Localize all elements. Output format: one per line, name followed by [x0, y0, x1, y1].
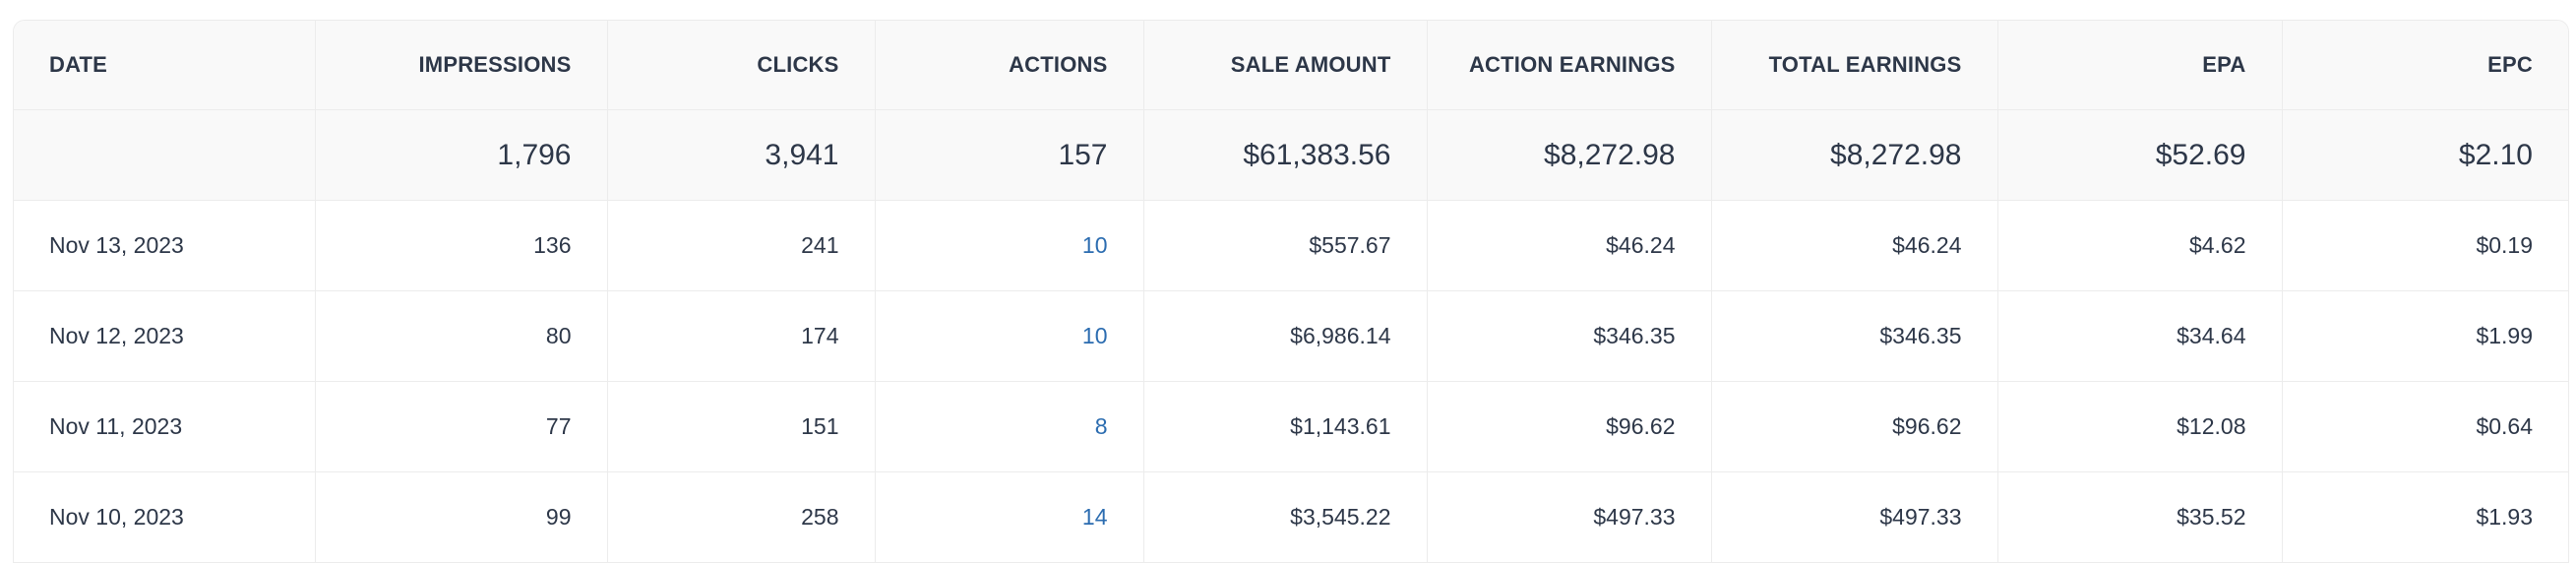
total-date — [14, 109, 316, 201]
table-row: Nov 10, 2023 99 258 14 $3,545.22 $497.33 $497.… — [14, 471, 2568, 563]
total-clicks: 3,941 — [607, 109, 876, 201]
column-header-sale-amount[interactable]: SALE AMOUNT — [1143, 21, 1428, 110]
cell-epc: $1.99 — [2282, 290, 2568, 382]
cell-actions: 14 — [875, 471, 1144, 563]
cell-sale-amount: $557.67 — [1143, 200, 1428, 291]
cell-total-earnings: $497.33 — [1711, 471, 1998, 563]
total-epa: $52.69 — [1997, 109, 2283, 201]
cell-sale-amount: $6,986.14 — [1143, 290, 1428, 382]
total-actions: 157 — [875, 109, 1144, 201]
column-header-actions[interactable]: ACTIONS — [875, 21, 1144, 110]
column-header-epa[interactable]: EPA — [1997, 21, 2283, 110]
cell-action-earnings: $96.62 — [1427, 381, 1712, 472]
actions-link[interactable]: 8 — [1094, 413, 1108, 439]
cell-total-earnings: $96.62 — [1711, 381, 1998, 472]
cell-epc: $1.93 — [2282, 471, 2568, 563]
total-sale-amount: $61,383.56 — [1143, 109, 1428, 201]
cell-actions: 10 — [875, 200, 1144, 291]
cell-actions: 8 — [875, 381, 1144, 472]
cell-total-earnings: $46.24 — [1711, 200, 1998, 291]
cell-date: Nov 11, 2023 — [14, 381, 316, 472]
cell-epa: $34.64 — [1997, 290, 2283, 382]
totals-row: 1,796 3,941 157 $61,383.56 $8,272.98 $8,272.9… — [14, 109, 2568, 201]
cell-epa: $12.08 — [1997, 381, 2283, 472]
actions-link[interactable]: 10 — [1081, 323, 1108, 348]
cell-epa: $35.52 — [1997, 471, 2283, 563]
cell-clicks: 151 — [607, 381, 876, 472]
total-epc: $2.10 — [2282, 109, 2568, 201]
cell-clicks: 241 — [607, 200, 876, 291]
header-row: DATE IMPRESSIONS CLICKS ACTIONS SALE AMOUNT A… — [14, 21, 2568, 110]
total-action-earnings: $8,272.98 — [1427, 109, 1712, 201]
table-row: Nov 13, 2023 136 241 10 $557.67 $46.24 $46.24 $… — [14, 200, 2568, 291]
cell-actions: 10 — [875, 290, 1144, 382]
total-total-earnings: $8,272.98 — [1711, 109, 1998, 201]
cell-epa: $4.62 — [1997, 200, 2283, 291]
table-row: Nov 12, 2023 80 174 10 $6,986.14 $346.35 $346.… — [14, 290, 2568, 382]
cell-impressions: 80 — [315, 290, 608, 382]
cell-clicks: 174 — [607, 290, 876, 382]
total-impressions: 1,796 — [315, 109, 608, 201]
cell-total-earnings: $346.35 — [1711, 290, 1998, 382]
performance-table: DATE IMPRESSIONS CLICKS ACTIONS SALE AMOUNT A… — [14, 21, 2568, 563]
cell-sale-amount: $1,143.61 — [1143, 381, 1428, 472]
cell-impressions: 77 — [315, 381, 608, 472]
column-header-impressions[interactable]: IMPRESSIONS — [315, 21, 608, 110]
performance-table-container: DATE IMPRESSIONS CLICKS ACTIONS SALE AMOUNT A… — [13, 20, 2569, 563]
column-header-total-earnings[interactable]: TOTAL EARNINGS — [1711, 21, 1998, 110]
actions-link[interactable]: 10 — [1081, 232, 1108, 258]
cell-impressions: 99 — [315, 471, 608, 563]
cell-date: Nov 12, 2023 — [14, 290, 316, 382]
cell-action-earnings: $46.24 — [1427, 200, 1712, 291]
cell-epc: $0.19 — [2282, 200, 2568, 291]
cell-impressions: 136 — [315, 200, 608, 291]
cell-action-earnings: $497.33 — [1427, 471, 1712, 563]
table-row: Nov 11, 2023 77 151 8 $1,143.61 $96.62 $96.62 $… — [14, 381, 2568, 472]
cell-epc: $0.64 — [2282, 381, 2568, 472]
column-header-date[interactable]: DATE — [14, 21, 316, 110]
cell-date: Nov 13, 2023 — [14, 200, 316, 291]
cell-clicks: 258 — [607, 471, 876, 563]
column-header-clicks[interactable]: CLICKS — [607, 21, 876, 110]
column-header-action-earnings[interactable]: ACTION EARNINGS — [1427, 21, 1712, 110]
cell-action-earnings: $346.35 — [1427, 290, 1712, 382]
column-header-epc[interactable]: EPC — [2282, 21, 2568, 110]
cell-sale-amount: $3,545.22 — [1143, 471, 1428, 563]
actions-link[interactable]: 14 — [1081, 504, 1108, 530]
cell-date: Nov 10, 2023 — [14, 471, 316, 563]
